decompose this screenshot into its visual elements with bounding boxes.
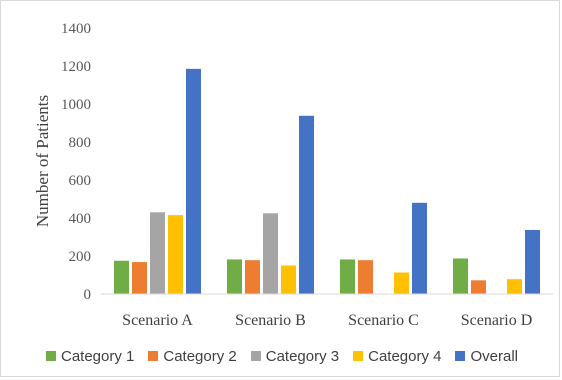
bar-overall-scenario-b [299, 115, 314, 294]
y-axis-title: Number of Patients [33, 95, 52, 227]
y-tick-label: 600 [69, 173, 92, 189]
x-category-label: Scenario C [348, 312, 419, 329]
x-category-label: Scenario A [122, 312, 193, 329]
bar-category-3-scenario-a [150, 212, 165, 294]
bar-overall-scenario-d [525, 229, 540, 294]
y-tick-label: 1400 [61, 21, 91, 37]
x-category-label: Scenario B [235, 312, 306, 329]
y-tick-label: 1200 [61, 59, 91, 75]
bar-category-1-scenario-d [453, 258, 468, 294]
legend-swatch [250, 351, 261, 361]
legend-item: Overall [455, 348, 518, 365]
bar-category-1-scenario-c [340, 259, 355, 294]
bar-category-4-scenario-b [281, 265, 296, 294]
bar-category-1-scenario-b [227, 259, 242, 294]
legend-item: Category 1 [45, 347, 135, 365]
bar-category-2-scenario-a [132, 262, 147, 294]
legend-item: Category 3 [250, 347, 340, 365]
y-tick-label: 800 [69, 135, 92, 151]
legend: Category 1 Category 2 Category 3 Category 4… [1, 344, 562, 368]
bar-category-1-scenario-a [114, 260, 129, 294]
bar-category-2-scenario-d [471, 280, 486, 294]
legend-label: Category 4 [368, 347, 442, 365]
legend-label: Category 1 [60, 347, 135, 365]
legend-label: Category 2 [163, 347, 237, 365]
y-tick-label: 1000 [61, 97, 91, 113]
legend-swatch [353, 351, 364, 361]
bar-category-4-scenario-d [507, 279, 522, 294]
bar-category-4-scenario-a [168, 215, 183, 294]
bar-category-2-scenario-b [245, 260, 260, 294]
x-category-label: Scenario D [461, 312, 533, 329]
legend-label: Overall [470, 347, 518, 365]
category-labels: Scenario A Scenario B Scenario C Scenario D [122, 312, 532, 329]
legend-swatch [45, 351, 56, 361]
legend-swatch [148, 351, 159, 361]
y-tick-label: 200 [69, 249, 92, 265]
legend-item: Category 4 [353, 348, 441, 365]
bars [114, 68, 540, 294]
bar-overall-scenario-c [412, 202, 427, 294]
bar-category-2-scenario-c [358, 260, 373, 294]
legend-label: Category 3 [265, 347, 340, 365]
legend-item: Category 2 [148, 347, 237, 365]
y-tick-label: 400 [69, 211, 92, 227]
bar-category-4-scenario-c [394, 272, 409, 294]
bar-overall-scenario-a [186, 68, 201, 294]
legend-swatch [455, 351, 466, 361]
y-axis-ticks: 0 200 400 600 800 1000 1200 1400 [61, 21, 91, 303]
bar-category-3-scenario-b [263, 213, 278, 294]
y-tick-label: 0 [84, 287, 92, 303]
